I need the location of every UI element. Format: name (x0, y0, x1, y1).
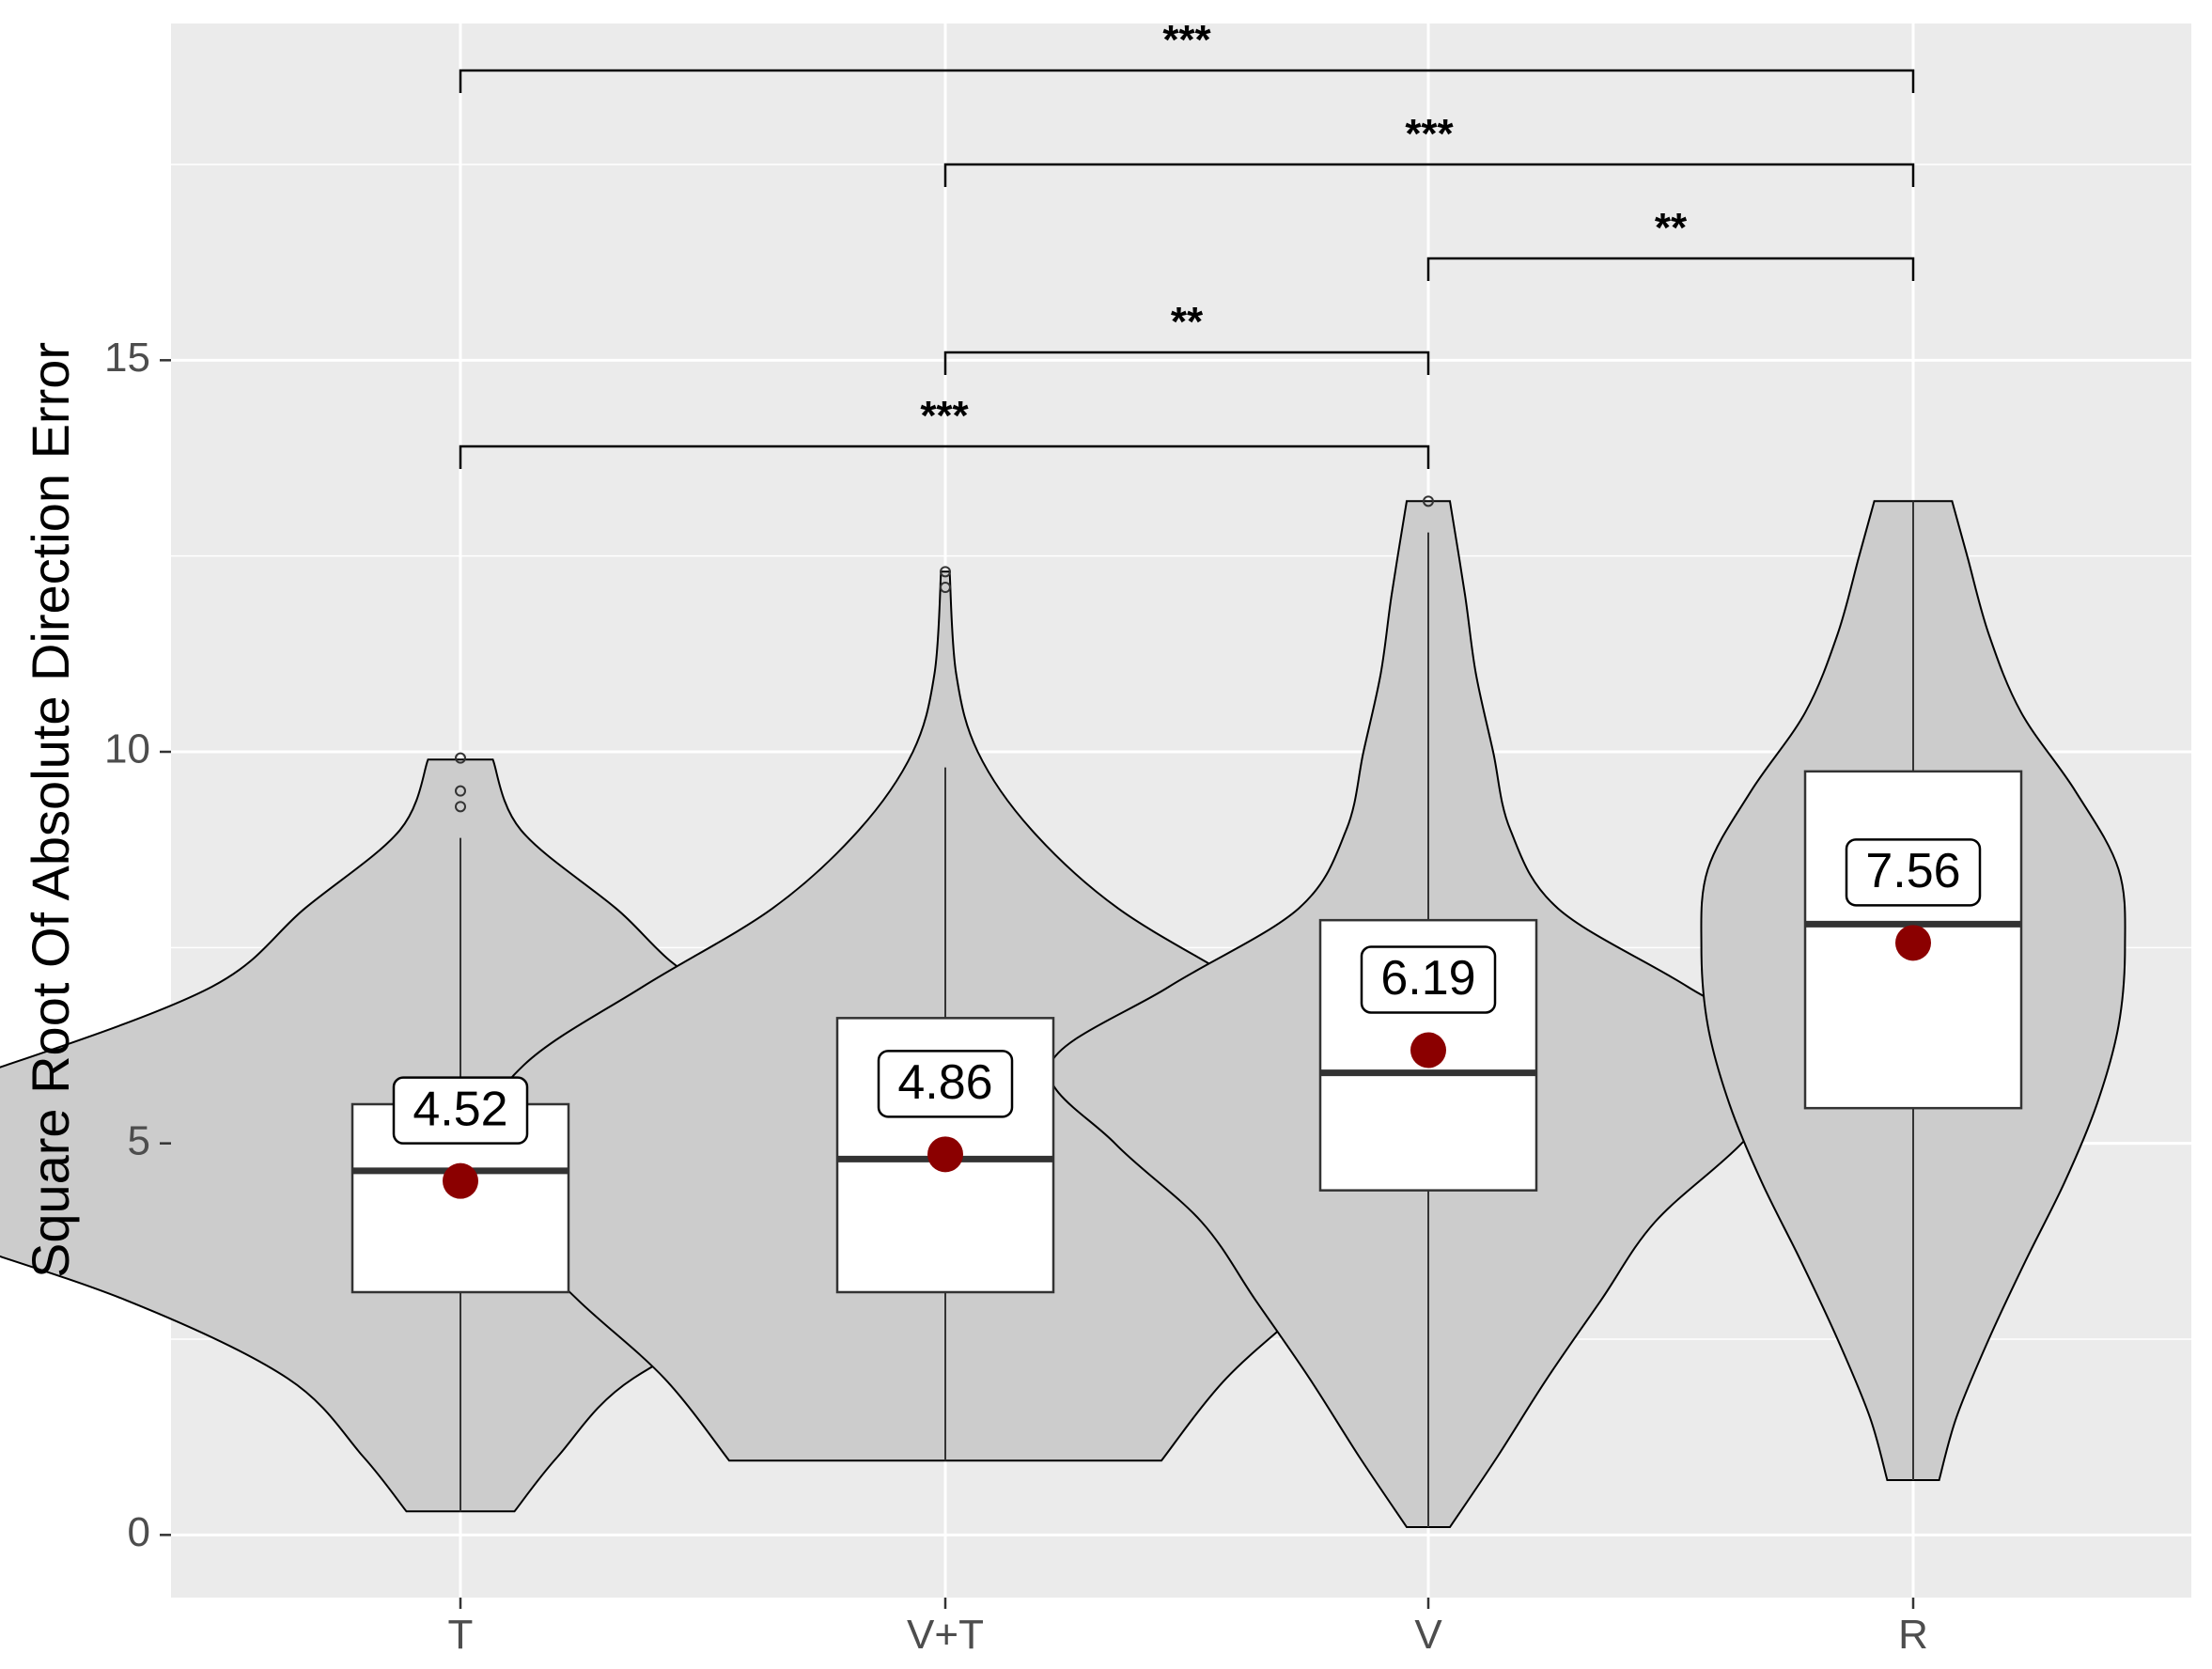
y-tick-label: 5 (128, 1117, 150, 1163)
outlier-point (455, 801, 466, 813)
significance-bracket (459, 445, 1430, 469)
significance-bracket (943, 351, 1430, 375)
mean-point-V (1410, 1032, 1446, 1068)
mean-label-box-V+T (877, 1050, 1014, 1118)
mean-label-box-T (392, 1076, 529, 1145)
mean-label-T: 4.52 (413, 1082, 507, 1136)
significance-bracket (459, 69, 1915, 93)
x-tick-label-V: V (1414, 1612, 1442, 1658)
outlier-point (455, 752, 466, 764)
significance-label: ** (1171, 299, 1204, 345)
y-tick-label: 15 (104, 335, 150, 381)
outlier-point (1423, 495, 1434, 507)
outlier-point (940, 582, 951, 593)
outlier-point (940, 566, 951, 578)
x-tick-label-V+T: V+T (907, 1612, 984, 1658)
mean-point-V+T (927, 1136, 963, 1173)
mean-label-V+T: 4.86 (897, 1055, 992, 1110)
significance-bracket (1426, 257, 1915, 281)
mean-label-V: 6.19 (1380, 951, 1475, 1006)
significance-brackets: ************* (459, 17, 1915, 469)
significance-label: *** (1162, 17, 1211, 63)
mean-point-R (1895, 925, 1931, 961)
y-tick-label: 10 (104, 726, 150, 772)
mean-label-box-V (1360, 945, 1497, 1014)
mean-point-T (443, 1162, 478, 1199)
x-axis: T V+T V R (448, 1598, 1928, 1658)
y-tick-label: 0 (128, 1509, 150, 1555)
mean-label-R: 7.56 (1865, 844, 1960, 898)
outlier-point (455, 785, 466, 797)
x-tick-label-R: R (1898, 1612, 1928, 1658)
mean-label-box-R (1845, 838, 1982, 907)
significance-label: *** (920, 393, 969, 439)
y-axis: 0 5 10 15 (104, 335, 171, 1555)
significance-label: *** (1405, 111, 1454, 157)
significance-label: ** (1655, 205, 1688, 251)
means: 4.52 4.86 6.19 7.56 (392, 838, 1982, 1199)
x-tick-label-T: T (448, 1612, 474, 1658)
significance-bracket (943, 163, 1915, 187)
y-axis-title: Square Root Of Absolute Direction Error (21, 342, 80, 1278)
